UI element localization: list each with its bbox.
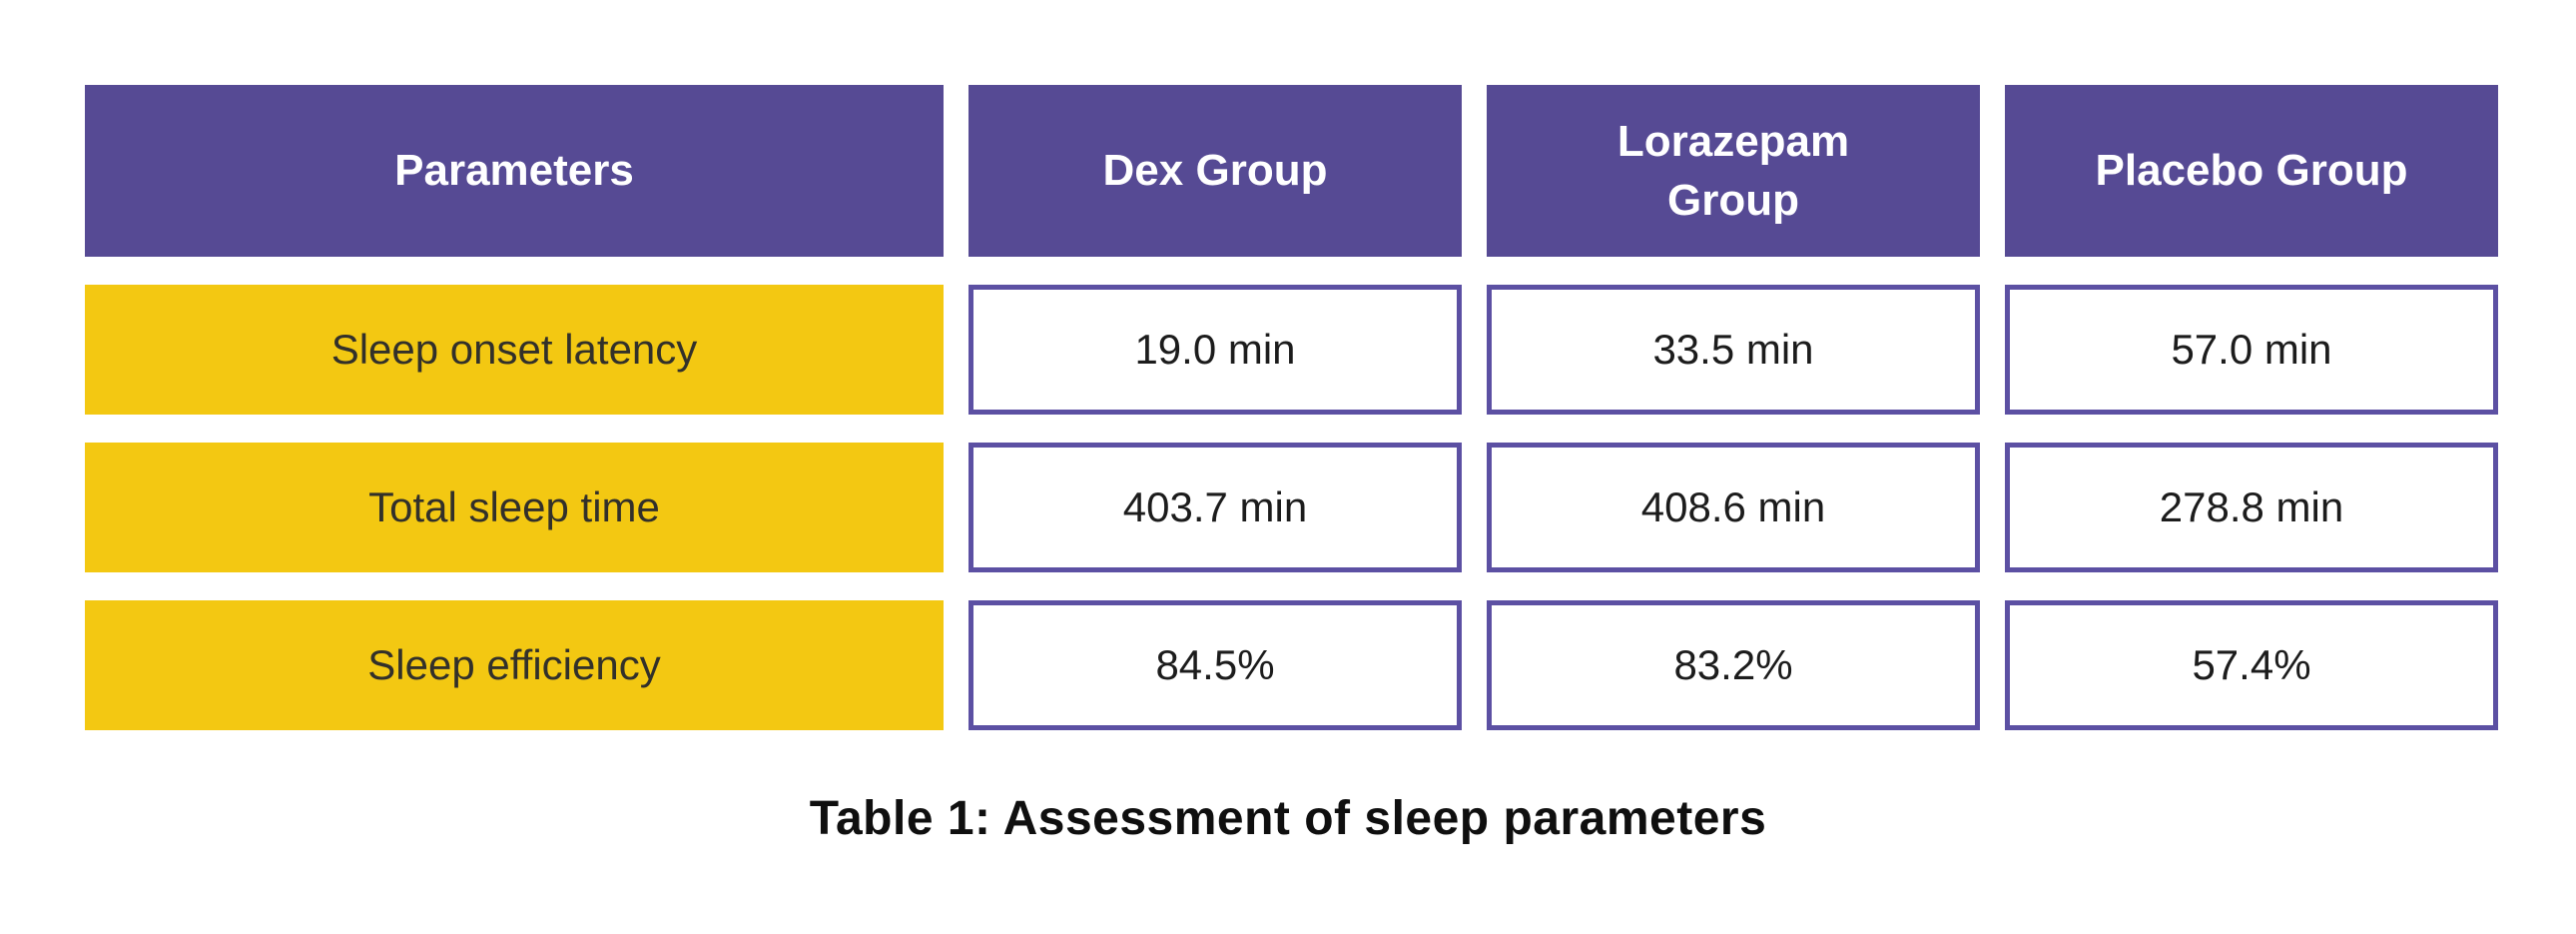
value-total-sleep-time-dex: 403.7 min (968, 443, 1462, 572)
table-caption: Table 1: Assessment of sleep parameters (809, 792, 1767, 845)
value-sleep-efficiency-placebo: 57.4% (2005, 600, 2498, 730)
row-label-sleep-onset-latency: Sleep onset latency (85, 285, 944, 415)
value-sleep-onset-latency-lorazepam: 33.5 min (1487, 285, 1980, 415)
column-header-dex-group: Dex Group (968, 85, 1462, 257)
value-sleep-efficiency-lorazepam: 83.2% (1487, 600, 1980, 730)
sleep-parameters-table: Parameters Dex Group Lorazepam Group Pla… (85, 85, 2498, 730)
column-header-lorazepam-group: Lorazepam Group (1487, 85, 1980, 257)
value-sleep-onset-latency-placebo: 57.0 min (2005, 285, 2498, 415)
value-total-sleep-time-placebo: 278.8 min (2005, 443, 2498, 572)
value-sleep-onset-latency-dex: 19.0 min (968, 285, 1462, 415)
column-header-placebo-group: Placebo Group (2005, 85, 2498, 257)
value-sleep-efficiency-dex: 84.5% (968, 600, 1462, 730)
column-header-parameters: Parameters (85, 85, 944, 257)
row-label-sleep-efficiency: Sleep efficiency (85, 600, 944, 730)
row-label-total-sleep-time: Total sleep time (85, 443, 944, 572)
value-total-sleep-time-lorazepam: 408.6 min (1487, 443, 1980, 572)
